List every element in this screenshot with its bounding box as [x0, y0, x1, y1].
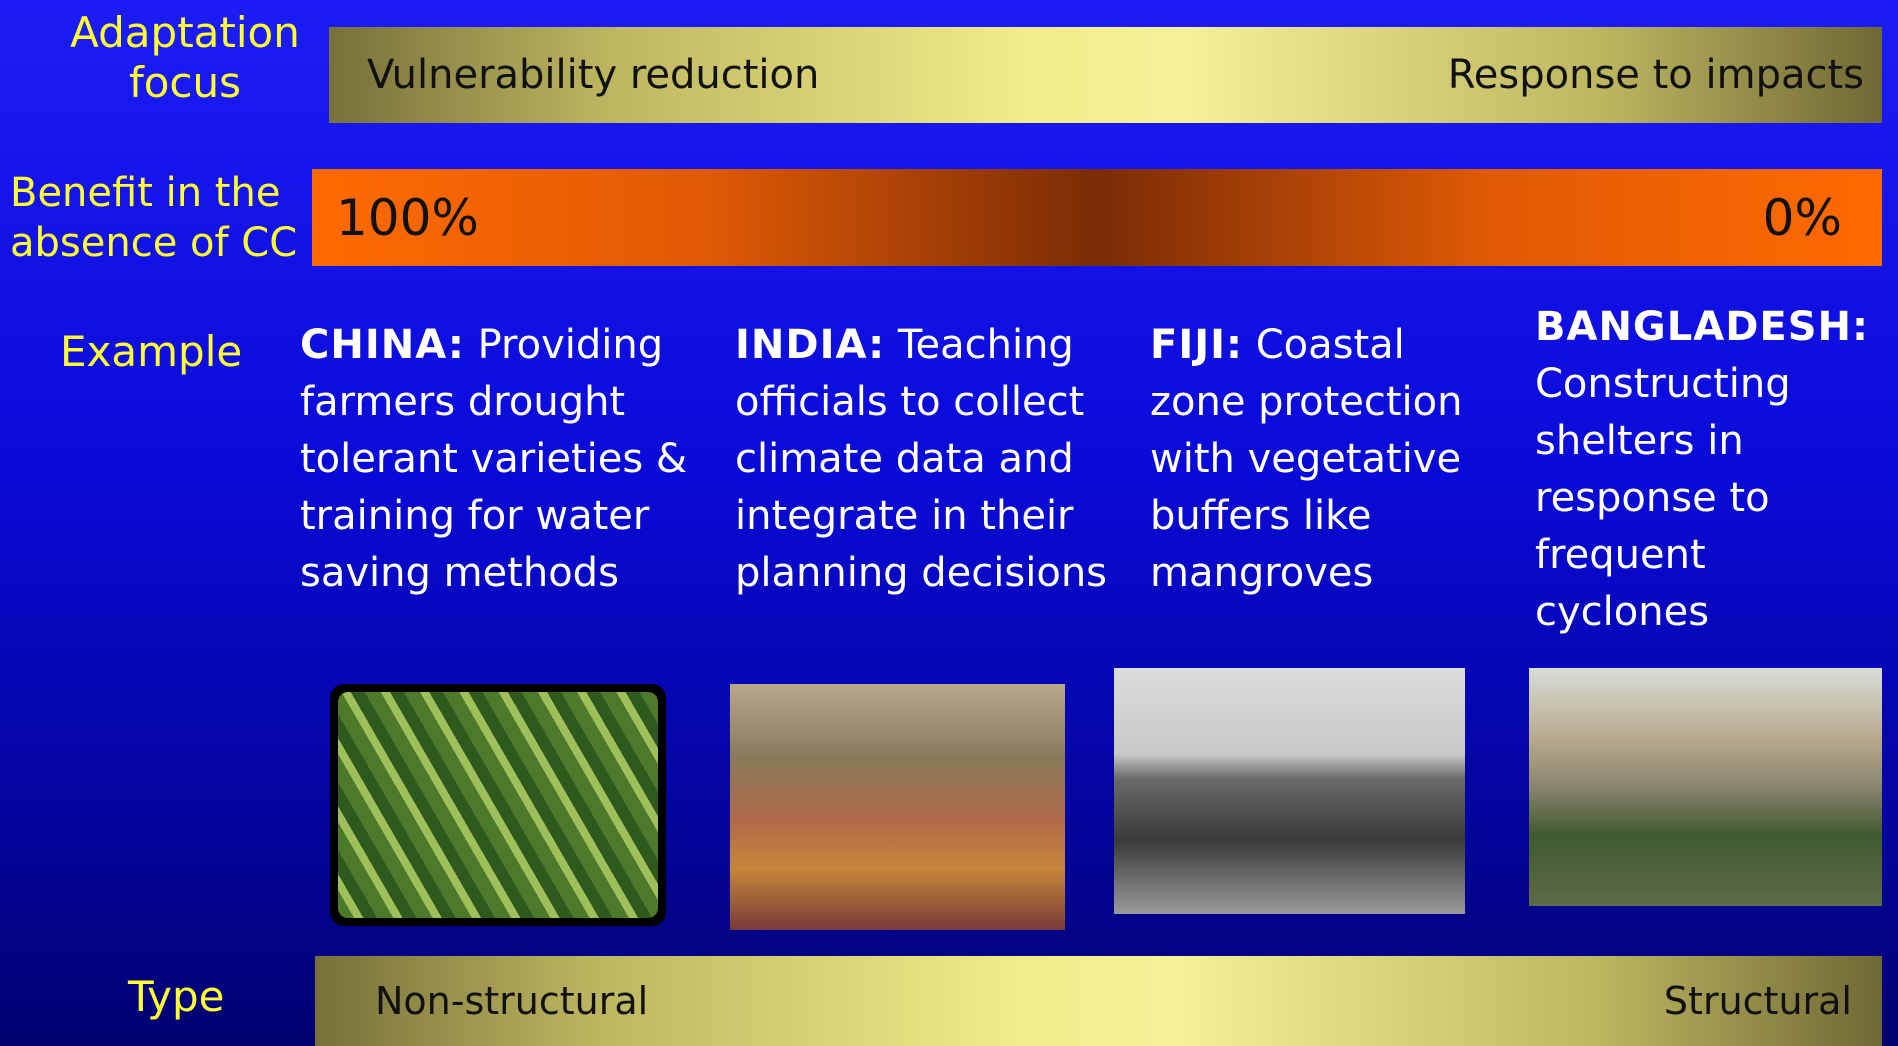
example: CHINA: Providing farmers drought toleran… [300, 317, 720, 602]
bar-right-label: 0% [1763, 189, 1842, 247]
row-label: Adaptation focus [50, 8, 320, 108]
slide: Adaptation focus Vulnerability reduction… [0, 0, 1898, 1046]
gradient-bar: 100% 0% [312, 169, 1882, 266]
example-country: CHINA: [300, 322, 465, 368]
example-text: Constructing shelters in response to fre… [1535, 361, 1791, 635]
row-label: Example [60, 327, 242, 377]
bar-left-label: Non-structural [375, 979, 648, 1023]
example-country: INDIA: [735, 322, 885, 368]
example: INDIA: Teaching officials to collect cli… [735, 317, 1135, 602]
gradient-bar: Non-structural Structural [315, 956, 1882, 1046]
photo-crops [330, 684, 666, 926]
example: BANGLADESH:Constructing shelters in resp… [1535, 299, 1885, 641]
example-country: BANGLADESH: [1535, 299, 1885, 356]
photo-mangroves [1114, 668, 1465, 914]
photo-shelter [1529, 668, 1882, 906]
example: FIJI: Coastal zone protection with veget… [1150, 317, 1500, 602]
bar-left-label: 100% [336, 189, 479, 247]
bar-left-label: Vulnerability reduction [367, 52, 819, 98]
row-label: Benefit in the absence of CC [10, 168, 315, 268]
bar-right-label: Structural [1664, 979, 1852, 1023]
row-label: Type [128, 972, 224, 1022]
photo-meeting [730, 684, 1065, 930]
gradient-bar: Vulnerability reduction Response to impa… [329, 27, 1882, 123]
example-country: FIJI: [1150, 322, 1243, 368]
bar-right-label: Response to impacts [1448, 52, 1864, 98]
photo-fill [338, 692, 658, 918]
